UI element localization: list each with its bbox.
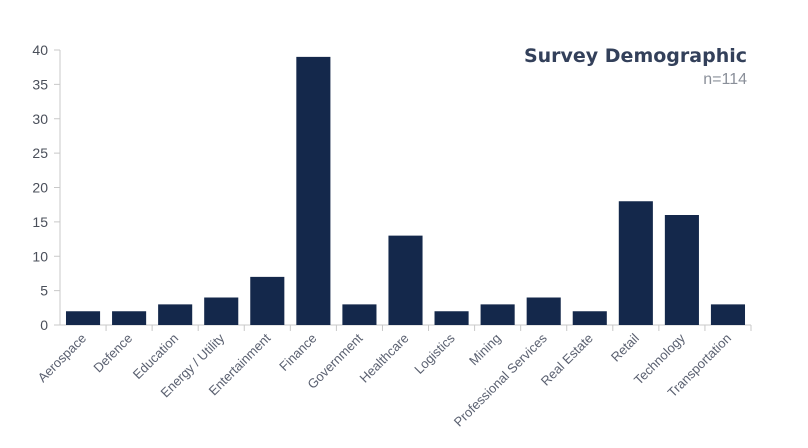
y-tick-label: 5: [40, 283, 48, 299]
x-tick-label: Aerospace: [35, 331, 90, 386]
bar: [388, 235, 423, 325]
bar: [250, 276, 285, 325]
bar: [204, 297, 239, 325]
bar: [434, 311, 469, 325]
bar: [342, 304, 377, 325]
y-tick-label: 0: [40, 317, 48, 333]
bar: [480, 304, 515, 325]
bar: [65, 311, 101, 325]
y-tick-label: 20: [32, 180, 48, 196]
x-tick-label: Retail: [608, 330, 642, 364]
chart-subtitle: n=114: [703, 71, 747, 88]
y-tick-label: 15: [32, 214, 48, 230]
y-tick-labels: 0 5 10 15 20 25 30 35 40: [32, 42, 48, 333]
y-tick-label: 10: [32, 248, 48, 264]
bar: [572, 311, 607, 325]
bar: [296, 56, 331, 325]
x-tick-label: Healthcare: [357, 331, 412, 386]
y-tick-label: 40: [32, 42, 48, 58]
y-tick-label: 35: [32, 76, 48, 92]
bar: [710, 304, 746, 325]
x-tick-label: Finance: [276, 331, 319, 374]
x-tick-label: Professional Services: [451, 330, 550, 429]
y-tick-label: 30: [32, 111, 48, 127]
bars: [65, 56, 746, 325]
chart-title: Survey Demographic: [524, 45, 747, 67]
x-tick-label: Defence: [90, 331, 135, 376]
y-tick-label: 25: [32, 145, 48, 161]
x-tick-label: Mining: [466, 331, 504, 369]
bar: [112, 311, 147, 325]
bar: [618, 201, 653, 325]
x-tick-label: Logistics: [411, 330, 458, 377]
bar: [664, 215, 699, 325]
bar: [526, 297, 561, 325]
bar: [158, 304, 193, 325]
